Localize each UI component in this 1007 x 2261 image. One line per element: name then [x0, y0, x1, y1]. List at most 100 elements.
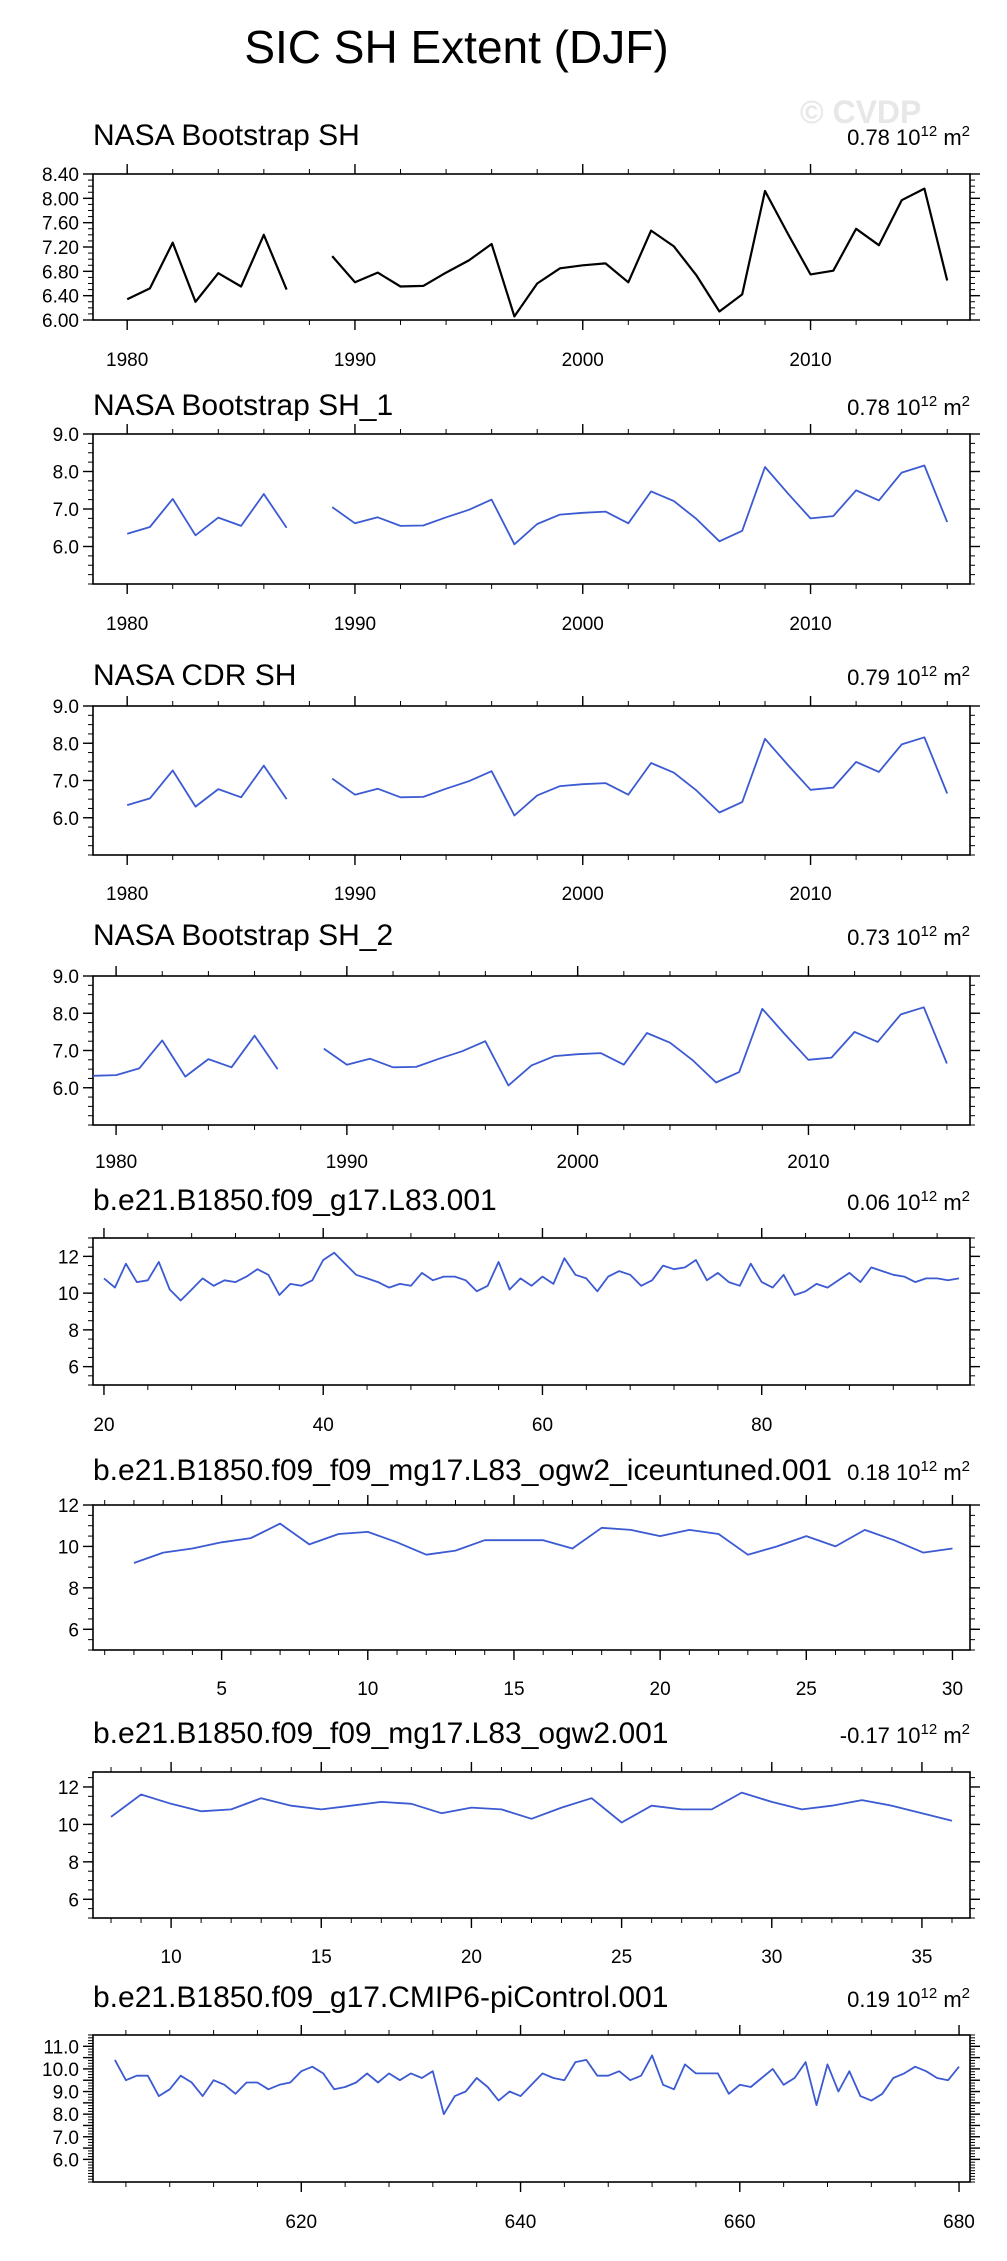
- trend-value: 0.06: [847, 1190, 896, 1215]
- x-tick-label: 30: [761, 1947, 782, 1968]
- unit-exponent: 12: [921, 123, 938, 140]
- unit-base: 10: [896, 1723, 920, 1748]
- y-tick-label: 6.0: [53, 2150, 79, 2171]
- chart-panel-5: b.e21.B1850.f09_g17.L83.001 0.06 1012 m2 6…: [58, 1184, 980, 1436]
- plot-frame: [92, 1237, 971, 1386]
- unit-suffix: m: [937, 1723, 961, 1748]
- chart-panel-8: b.e21.B1850.f09_g17.CMIP6-piControl.001 0…: [42, 1981, 980, 2233]
- plot-frame: [92, 2034, 971, 2183]
- y-tick-label: 6.0: [53, 538, 79, 559]
- y-tick-label: 6.40: [42, 287, 79, 308]
- trend-value: 0.78: [847, 125, 896, 150]
- x-tick-label: 15: [503, 1679, 524, 1700]
- unit-suffix: m: [937, 1190, 961, 1215]
- unit-base: 10: [896, 1460, 920, 1485]
- x-tick-label: 20: [93, 1415, 114, 1436]
- panel-title: NASA Bootstrap SH_2: [93, 919, 393, 952]
- x-tick-label: 1990: [334, 350, 376, 371]
- unit-suffix-exponent: 2: [962, 1188, 970, 1205]
- x-tick-label: 2010: [789, 350, 831, 371]
- trend-label: 0.78 1012 m2: [847, 393, 970, 420]
- unit-base: 10: [896, 665, 920, 690]
- y-tick-label: 8.00: [42, 189, 79, 210]
- y-tick-label: 10: [58, 1815, 79, 1836]
- y-tick-label: 8.0: [53, 463, 79, 484]
- unit-exponent: 12: [921, 393, 938, 410]
- unit-suffix-exponent: 2: [962, 1985, 970, 2002]
- x-tick-label: 1980: [106, 884, 148, 905]
- unit-exponent: 12: [921, 1188, 938, 1205]
- y-tick-label: 9.0: [53, 697, 79, 718]
- unit-suffix-exponent: 2: [962, 1458, 970, 1475]
- series-line-segment-1: [110, 1791, 953, 1824]
- x-tick-label: 1990: [334, 614, 376, 635]
- panel-title: NASA Bootstrap SH: [93, 119, 360, 152]
- x-tick-label: 25: [611, 1947, 632, 1968]
- y-tick-label: 6: [68, 1620, 79, 1641]
- trend-value: 0.18: [847, 1460, 896, 1485]
- chart-panel-7: b.e21.B1850.f09_f09_mg17.L83_ogw2.001 -0.…: [58, 1717, 980, 1968]
- unit-suffix-exponent: 2: [962, 123, 970, 140]
- unit-exponent: 12: [921, 1721, 938, 1738]
- trend-label: 0.18 1012 m2: [847, 1458, 970, 1485]
- y-tick-label: 6: [68, 1358, 79, 1379]
- y-tick-label: 10.0: [42, 2060, 79, 2081]
- x-tick-label: 15: [311, 1947, 332, 1968]
- x-tick-label: 1990: [326, 1152, 368, 1173]
- unit-suffix: m: [937, 395, 961, 420]
- panel-title: NASA Bootstrap SH_1: [93, 389, 393, 422]
- y-tick-label: 8: [68, 1321, 79, 1342]
- y-tick-label: 6: [68, 1890, 79, 1911]
- y-tick-label: 8.0: [53, 1004, 79, 1025]
- unit-suffix-exponent: 2: [962, 393, 970, 410]
- trend-value: 0.78: [847, 395, 896, 420]
- panel-title: b.e21.B1850.f09_f09_mg17.L83_ogw2_iceunt…: [93, 1454, 832, 1487]
- unit-suffix: m: [937, 925, 961, 950]
- y-tick-label: 12: [58, 1778, 79, 1799]
- chart-panel-3: NASA CDR SH 0.79 1012 m2 6.0 7.0 8.0 9.0 1980 1…: [53, 659, 980, 905]
- x-tick-label: 2000: [562, 350, 604, 371]
- chart-panel-4: NASA Bootstrap SH_2 0.73 1012 m2 6.0 7.0 8.0…: [53, 919, 980, 1173]
- y-tick-label: 7.0: [53, 2128, 79, 2149]
- x-tick-label: 10: [357, 1679, 378, 1700]
- panel-title: b.e21.B1850.f09_g17.L83.001: [93, 1184, 497, 1217]
- x-tick-label: 2000: [562, 614, 604, 635]
- x-tick-label: 680: [943, 2212, 975, 2233]
- chart-panel-1: NASA Bootstrap SH 0.78 1012 m2 6.00 6.40 6.8…: [42, 119, 980, 371]
- unit-suffix: m: [937, 665, 961, 690]
- unit-base: 10: [896, 125, 920, 150]
- x-tick-label: 10: [161, 1947, 182, 1968]
- unit-suffix: m: [937, 1987, 961, 2012]
- y-tick-label: 6.00: [42, 311, 79, 332]
- y-tick-label: 12: [58, 1496, 79, 1517]
- chart-panel-6: b.e21.B1850.f09_f09_mg17.L83_ogw2_iceunt…: [58, 1454, 980, 1700]
- unit-base: 10: [896, 1190, 920, 1215]
- y-tick-label: 6.80: [42, 262, 79, 283]
- x-tick-label: 35: [911, 1947, 932, 1968]
- unit-base: 10: [896, 395, 920, 420]
- unit-exponent: 12: [921, 923, 938, 940]
- panel-title: b.e21.B1850.f09_g17.CMIP6-piControl.001: [93, 1981, 668, 2014]
- series-line-segment-1: [133, 1522, 953, 1564]
- y-tick-label: 8.0: [53, 2105, 79, 2126]
- y-tick-label: 7.60: [42, 214, 79, 235]
- y-tick-label: 6.0: [53, 1079, 79, 1100]
- x-tick-label: 2000: [557, 1152, 599, 1173]
- trend-label: 0.79 1012 m2: [847, 663, 970, 690]
- x-tick-label: 2000: [562, 884, 604, 905]
- unit-exponent: 12: [921, 663, 938, 680]
- series-line-segment-2: [331, 736, 949, 817]
- y-tick-label: 8.40: [42, 165, 79, 186]
- y-tick-label: 9.0: [53, 2083, 79, 2104]
- x-tick-label: 20: [650, 1679, 671, 1700]
- x-tick-label: 1980: [106, 614, 148, 635]
- x-tick-label: 640: [505, 2212, 537, 2233]
- y-tick-label: 7.0: [53, 500, 79, 521]
- plot-frame: [92, 1504, 971, 1651]
- y-tick-label: 8.0: [53, 734, 79, 755]
- unit-suffix-exponent: 2: [962, 1721, 970, 1738]
- y-tick-label: 9.0: [53, 967, 79, 988]
- series-line-segment-1: [126, 764, 288, 808]
- trend-label: 0.73 1012 m2: [847, 923, 970, 950]
